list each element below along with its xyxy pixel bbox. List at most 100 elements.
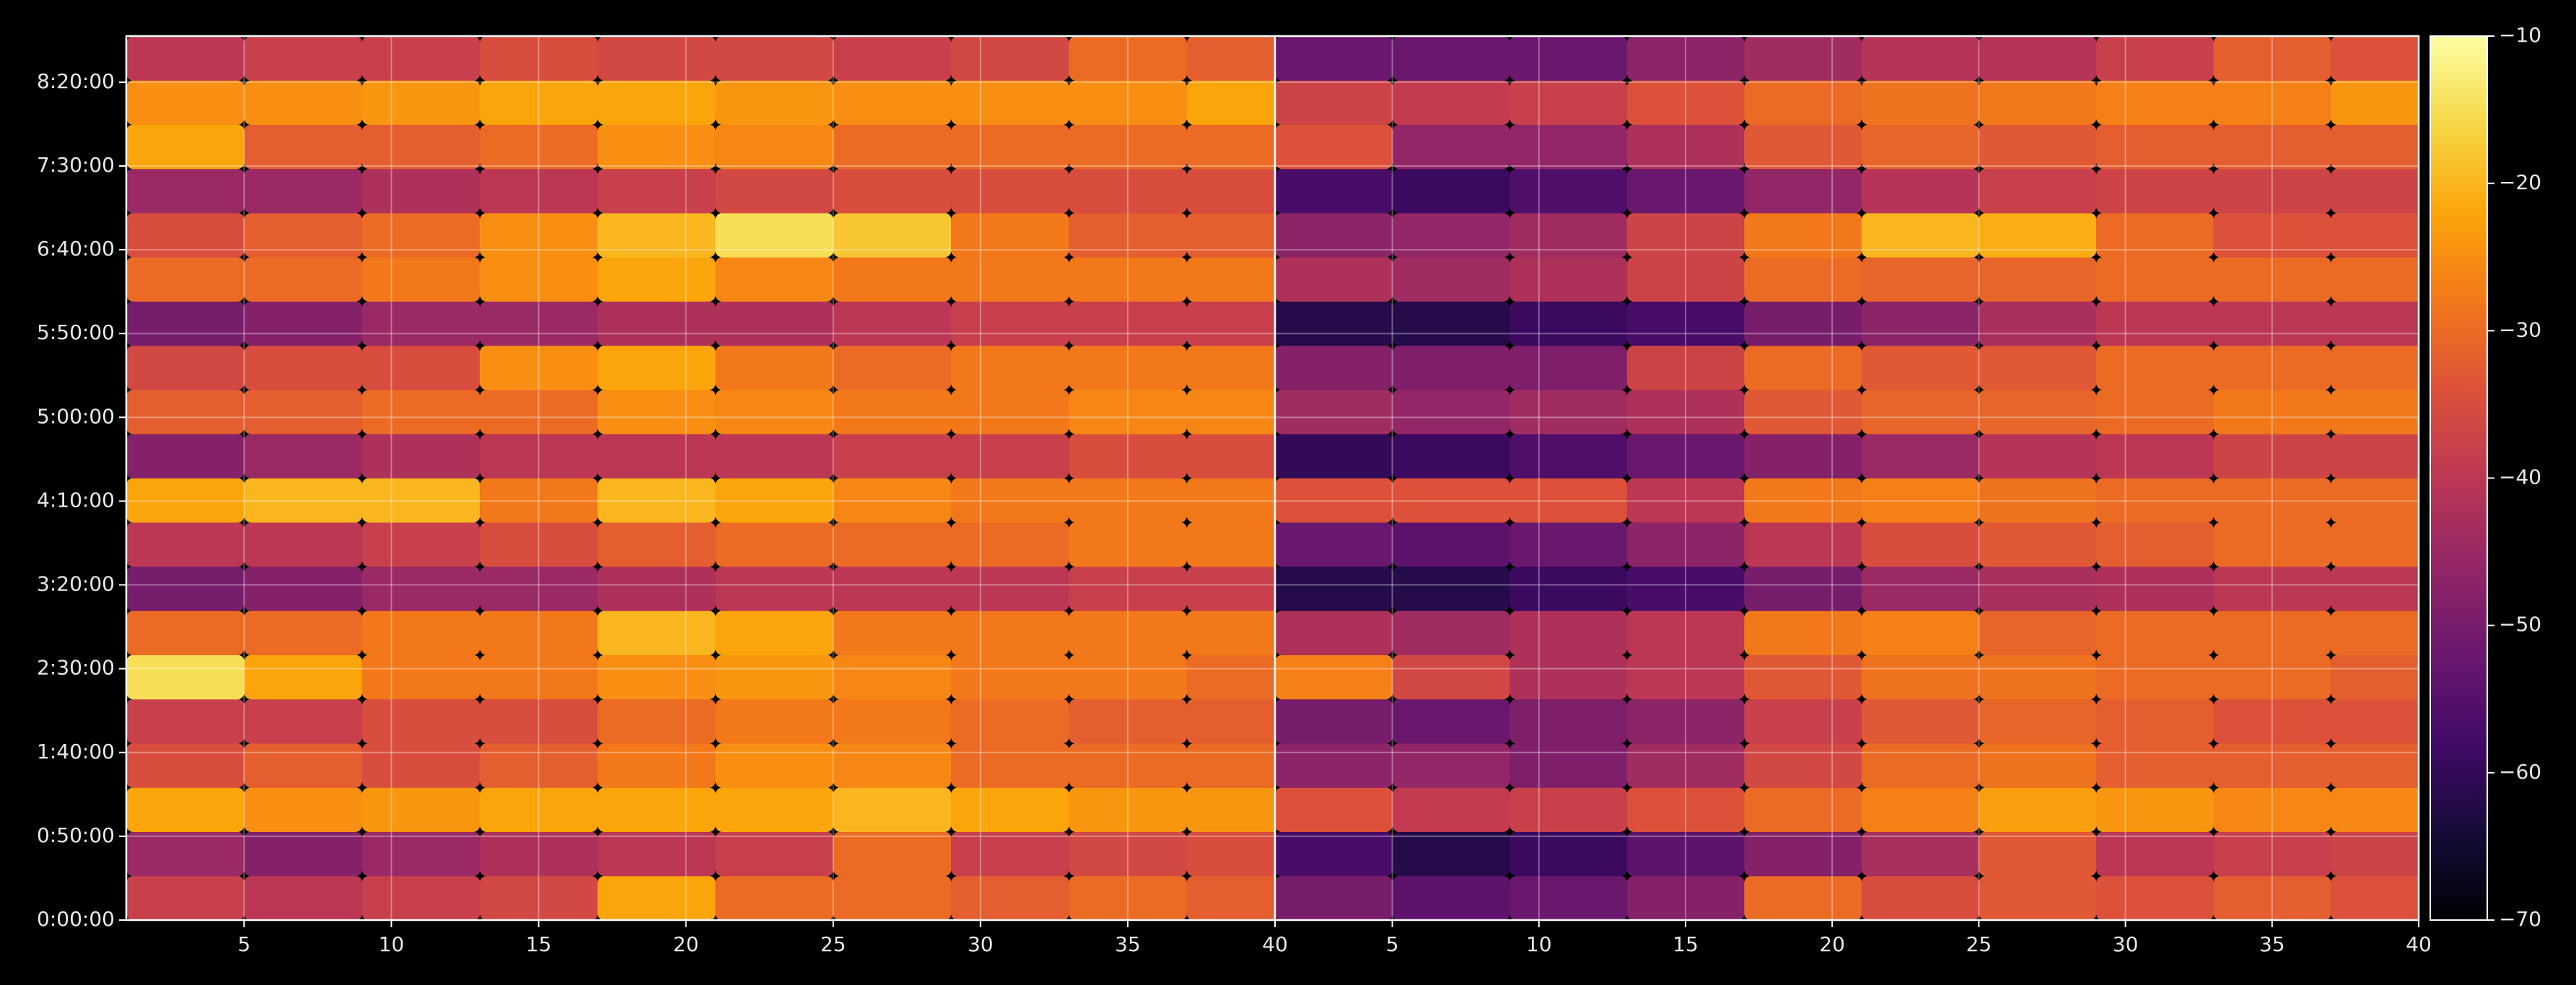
heatmap-cell [1275, 610, 1393, 656]
heatmap-cell [244, 124, 363, 170]
heatmap-cell [362, 212, 481, 258]
x-tick-label: 25 [820, 932, 846, 956]
heatmap-cell [244, 655, 363, 700]
heatmap-cell [2213, 610, 2331, 656]
heatmap-cell [2213, 787, 2331, 833]
x-tick-label: 15 [1673, 932, 1699, 956]
heatmap-cell [1861, 831, 1979, 877]
heatmap-cell [362, 787, 481, 833]
heatmap-cell [597, 522, 716, 567]
heatmap-cell [597, 36, 716, 81]
heatmap-cell [2331, 168, 2419, 214]
heatmap-cell [597, 124, 716, 170]
x-tick-label: 25 [1966, 932, 1992, 956]
heatmap-cell [479, 434, 598, 479]
heatmap-cell [2213, 743, 2331, 788]
heatmap-cell [1392, 345, 1510, 390]
y-tick-label: 5:00:00 [37, 404, 115, 428]
heatmap-cell [950, 389, 1069, 434]
heatmap-cell [1626, 787, 1745, 833]
heatmap-cell [2213, 212, 2331, 258]
heatmap-cell [1392, 610, 1510, 656]
heatmap-cell [362, 389, 481, 434]
heatmap-cell [2213, 80, 2331, 126]
heatmap-cell [1861, 522, 1979, 567]
heatmap-cell [2095, 124, 2214, 170]
heatmap-cell [2095, 875, 2214, 920]
heatmap-cell [1510, 301, 1628, 346]
heatmap-cell [1186, 36, 1275, 81]
heatmap-cell [1069, 699, 1188, 744]
heatmap-cell [715, 699, 834, 744]
heatmap-cell [244, 875, 363, 920]
heatmap-cell [1744, 610, 1862, 656]
x-tick-label: 15 [526, 932, 552, 956]
heatmap-cell [126, 434, 245, 479]
heatmap-cell [479, 522, 598, 567]
heatmap-cell [833, 743, 952, 788]
heatmap-cell [1275, 389, 1393, 434]
heatmap-cell [597, 301, 716, 346]
heatmap-cell [950, 257, 1069, 302]
heatmap-cell [2213, 655, 2331, 700]
heatmap-cell [1186, 655, 1275, 700]
heatmap-cell [1392, 566, 1510, 611]
heatmap-cell [1979, 80, 2097, 126]
heatmap-cell [1979, 36, 2097, 81]
heatmap-cell [362, 478, 481, 523]
heatmap-cell [2331, 212, 2419, 258]
heatmap-cell [1626, 389, 1745, 434]
heatmap-cell [2213, 699, 2331, 744]
heatmap-cell [1186, 434, 1275, 479]
heatmap-cell [950, 699, 1069, 744]
heatmap-cell [362, 566, 481, 611]
heatmap-cell [1392, 301, 1510, 346]
heatmap-cell [1186, 566, 1275, 611]
heatmap-cell [1861, 389, 1979, 434]
heatmap-cell [2095, 743, 2214, 788]
heatmap-cell [1186, 345, 1275, 390]
heatmap-cell [362, 875, 481, 920]
heatmap-cell [1069, 787, 1188, 833]
heatmap-cell [1861, 478, 1979, 523]
heatmap-cell [479, 345, 598, 390]
heatmap-cell [597, 566, 716, 611]
heatmap-cell [479, 478, 598, 523]
y-tick-label: 1:40:00 [37, 740, 115, 763]
heatmap-cell [126, 787, 245, 833]
heatmap-cell [1979, 610, 2097, 656]
colorbar-tick-label: −40 [2499, 465, 2541, 489]
heatmap-cell [715, 389, 834, 434]
heatmap-cell [2331, 257, 2419, 302]
heatmap-cell [479, 301, 598, 346]
heatmap-cell [1275, 301, 1393, 346]
heatmap-cell [1510, 257, 1628, 302]
heatmap-cell [1069, 434, 1188, 479]
heatmap-cell [597, 787, 716, 833]
heatmap-cell [2095, 389, 2214, 434]
heatmap-cell [126, 522, 245, 567]
heatmap-cell [1275, 434, 1393, 479]
heatmap-cell [479, 80, 598, 126]
heatmap-cell [1510, 36, 1628, 81]
heatmap-cell [244, 478, 363, 523]
heatmap-cell [244, 168, 363, 214]
heatmap-cell [2095, 655, 2214, 700]
heatmap-cell [2213, 345, 2331, 390]
heatmap-cell [1392, 389, 1510, 434]
heatmap-cell [244, 212, 363, 258]
heatmap-cell [2095, 80, 2214, 126]
heatmap-cell [1744, 257, 1862, 302]
heatmap-cell [1744, 301, 1862, 346]
heatmap-cell [362, 522, 481, 567]
heatmap-cell [126, 36, 245, 81]
heatmap-cell [597, 345, 716, 390]
heatmap-cell [2095, 36, 2214, 81]
heatmap-cell [244, 257, 363, 302]
heatmap-cell [1275, 212, 1393, 258]
colorbar-tick-label: −60 [2499, 760, 2541, 784]
heatmap-cell [1510, 212, 1628, 258]
heatmap-cell [597, 434, 716, 479]
heatmap-cell [2331, 301, 2419, 346]
heatmap-cell [597, 212, 716, 258]
